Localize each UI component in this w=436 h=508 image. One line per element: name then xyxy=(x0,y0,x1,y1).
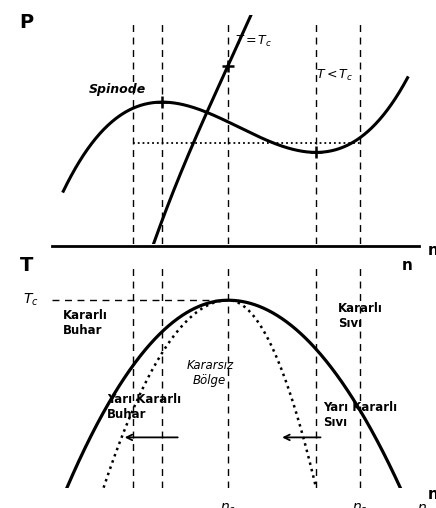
Text: Kararlı
Buhar: Kararlı Buhar xyxy=(63,309,108,337)
Text: n: n xyxy=(428,487,436,502)
Text: P: P xyxy=(20,13,34,31)
Text: Spinode: Spinode xyxy=(89,83,146,96)
Text: n: n xyxy=(428,243,436,258)
Text: $T_c$: $T_c$ xyxy=(23,292,39,308)
Text: $T = T_c$: $T = T_c$ xyxy=(235,34,273,49)
Text: $n$: $n$ xyxy=(417,501,427,508)
Text: Yarı Kararlı
Buhar: Yarı Kararlı Buhar xyxy=(107,393,181,422)
Text: Yarı Kararlı
Sıvı: Yarı Kararlı Sıvı xyxy=(324,400,398,429)
Text: T: T xyxy=(20,257,34,275)
Text: Kararlı
Sıvı: Kararlı Sıvı xyxy=(338,302,383,330)
Text: n: n xyxy=(402,259,413,273)
Text: $T < T_c$: $T < T_c$ xyxy=(316,68,353,83)
Text: $n_s$: $n_s$ xyxy=(352,501,368,508)
Text: $n_c$: $n_c$ xyxy=(220,501,236,508)
Text: Kararsız
Bölge: Kararsız Bölge xyxy=(186,359,233,388)
